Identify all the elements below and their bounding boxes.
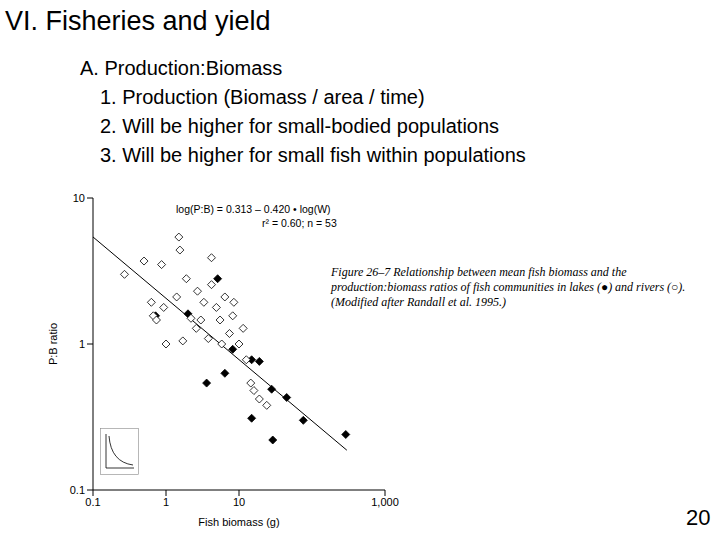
svg-text:10: 10	[73, 192, 85, 204]
html-text:log(P:B) = 0.313 – 0.420 • log: log(P:B) = 0.313 – 0.420 • log(W)	[176, 203, 331, 215]
svg-text:1: 1	[163, 496, 169, 508]
svg-text:1,000: 1,000	[371, 496, 399, 508]
svg-text:1: 1	[79, 338, 85, 350]
html-text:20: 20	[686, 505, 711, 530]
html-text:2. Will be higher for small-bo: 2. Will be higher for small-bodied popul…	[100, 115, 500, 137]
svg-text:P:B ratio: P:B ratio	[47, 323, 59, 365]
svg-text:Fish biomass (g): Fish biomass (g)	[198, 516, 279, 528]
svg-text:10: 10	[233, 496, 245, 508]
html-text:3. Will be higher for small fi: 3. Will be higher for small fish within …	[100, 144, 526, 166]
html-text:r² = 0.60; n = 53: r² = 0.60; n = 53	[262, 217, 337, 229]
html-text:Figure 26–7 Relationship betwe: Figure 26–7 Relationship between mean fi…	[331, 265, 686, 309]
svg-text:0.1: 0.1	[70, 484, 85, 496]
svg-text:0.1: 0.1	[85, 496, 100, 508]
html-text:A. Production:Biomass: A. Production:Biomass	[80, 57, 283, 79]
html-text:VI. Fisheries and yield: VI. Fisheries and yield	[5, 6, 271, 36]
html-text:1. Production (Biomass / area: 1. Production (Biomass / area / time)	[100, 86, 425, 108]
